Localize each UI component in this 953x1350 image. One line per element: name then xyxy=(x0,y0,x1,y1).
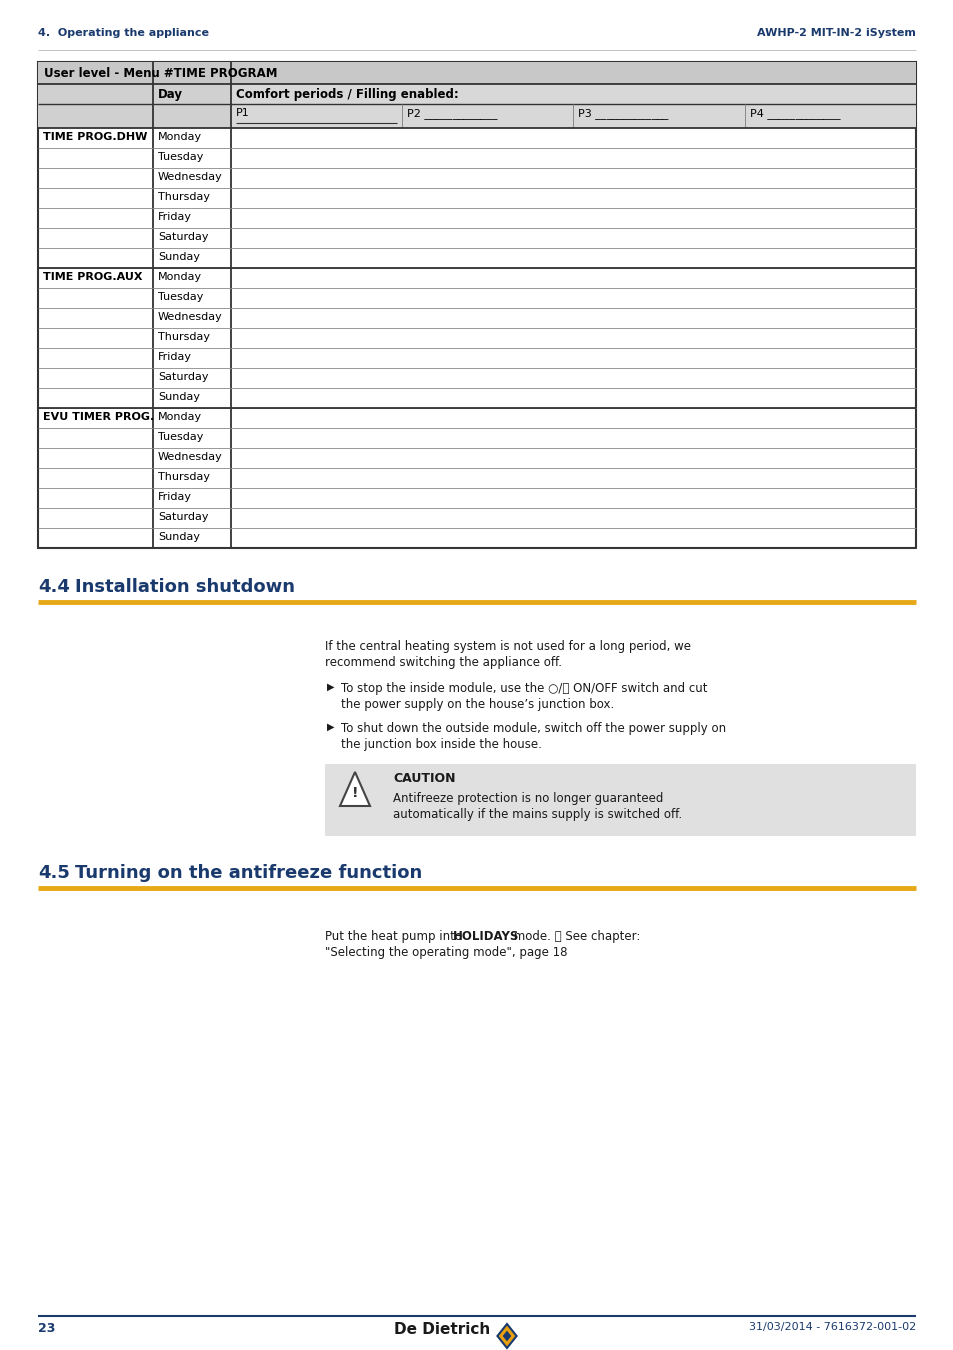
Text: Antifreeze protection is no longer guaranteed: Antifreeze protection is no longer guara… xyxy=(393,792,662,805)
Text: 31/03/2014 - 7616372-001-02: 31/03/2014 - 7616372-001-02 xyxy=(748,1322,915,1332)
Text: automatically if the mains supply is switched off.: automatically if the mains supply is swi… xyxy=(393,809,681,821)
Text: Monday: Monday xyxy=(158,132,202,142)
Text: Saturday: Saturday xyxy=(158,373,209,382)
Text: Comfort periods / Filling enabled:: Comfort periods / Filling enabled: xyxy=(235,88,458,101)
Bar xyxy=(38,84,231,104)
Text: the power supply on the house’s junction box.: the power supply on the house’s junction… xyxy=(340,698,614,711)
Text: If the central heating system is not used for a long period, we: If the central heating system is not use… xyxy=(325,640,690,653)
Text: To stop the inside module, use the ○/⏻ ON/OFF switch and cut: To stop the inside module, use the ○/⏻ O… xyxy=(340,682,707,695)
Text: recommend switching the appliance off.: recommend switching the appliance off. xyxy=(325,656,561,670)
Text: Thursday: Thursday xyxy=(158,192,210,202)
Text: P2 _____________: P2 _____________ xyxy=(407,108,497,119)
Text: Thursday: Thursday xyxy=(158,472,210,482)
Polygon shape xyxy=(339,772,370,806)
Text: Sunday: Sunday xyxy=(158,532,200,541)
Text: Tuesday: Tuesday xyxy=(158,153,203,162)
Text: CAUTION: CAUTION xyxy=(393,772,455,784)
Text: Tuesday: Tuesday xyxy=(158,432,203,441)
Text: Friday: Friday xyxy=(158,352,192,362)
Text: Sunday: Sunday xyxy=(158,252,200,262)
Text: De Dietrich: De Dietrich xyxy=(394,1322,490,1336)
Bar xyxy=(325,764,915,836)
Text: mode. ⎘ See chapter:: mode. ⎘ See chapter: xyxy=(510,930,639,944)
Text: Wednesday: Wednesday xyxy=(158,171,222,182)
Text: P3 _____________: P3 _____________ xyxy=(578,108,668,119)
Text: HOLIDAYS: HOLIDAYS xyxy=(453,930,518,944)
Text: Monday: Monday xyxy=(158,412,202,423)
Bar xyxy=(231,84,915,104)
Polygon shape xyxy=(502,1331,511,1342)
Text: Put the heat pump into: Put the heat pump into xyxy=(325,930,465,944)
Text: "Selecting the operating mode", page 18: "Selecting the operating mode", page 18 xyxy=(325,946,567,958)
Text: 4.4: 4.4 xyxy=(38,578,70,595)
Text: P4 _____________: P4 _____________ xyxy=(749,108,840,119)
Bar xyxy=(38,104,231,128)
Text: Sunday: Sunday xyxy=(158,392,200,402)
Text: Friday: Friday xyxy=(158,212,192,221)
Text: TIME PROG.AUX: TIME PROG.AUX xyxy=(43,271,142,282)
Text: Installation shutdown: Installation shutdown xyxy=(75,578,294,595)
Polygon shape xyxy=(497,1324,517,1349)
Bar xyxy=(38,62,915,84)
Text: User level - Menu #TIME PROGRAM: User level - Menu #TIME PROGRAM xyxy=(44,68,277,80)
Text: EVU TIMER PROG.: EVU TIMER PROG. xyxy=(43,412,154,423)
Text: P1: P1 xyxy=(235,108,250,117)
Text: 4.5: 4.5 xyxy=(38,864,70,882)
Bar xyxy=(231,104,915,128)
Text: Wednesday: Wednesday xyxy=(158,452,222,462)
Text: Tuesday: Tuesday xyxy=(158,292,203,302)
Text: Thursday: Thursday xyxy=(158,332,210,342)
Text: Day: Day xyxy=(158,88,183,101)
Text: the junction box inside the house.: the junction box inside the house. xyxy=(340,738,541,751)
Text: Monday: Monday xyxy=(158,271,202,282)
Text: ▶: ▶ xyxy=(327,722,335,732)
Text: 23: 23 xyxy=(38,1322,55,1335)
Text: To shut down the outside module, switch off the power supply on: To shut down the outside module, switch … xyxy=(340,722,725,734)
Text: Friday: Friday xyxy=(158,491,192,502)
Text: Saturday: Saturday xyxy=(158,512,209,522)
Text: Saturday: Saturday xyxy=(158,232,209,242)
Text: Wednesday: Wednesday xyxy=(158,312,222,323)
Text: ▶: ▶ xyxy=(327,682,335,693)
Bar xyxy=(38,62,915,548)
Text: AWHP-2 MIT-IN-2 iSystem: AWHP-2 MIT-IN-2 iSystem xyxy=(757,28,915,38)
Text: Turning on the antifreeze function: Turning on the antifreeze function xyxy=(75,864,422,882)
Text: TIME PROG.DHW: TIME PROG.DHW xyxy=(43,132,147,142)
Text: 4.  Operating the appliance: 4. Operating the appliance xyxy=(38,28,209,38)
Text: !: ! xyxy=(352,786,358,801)
